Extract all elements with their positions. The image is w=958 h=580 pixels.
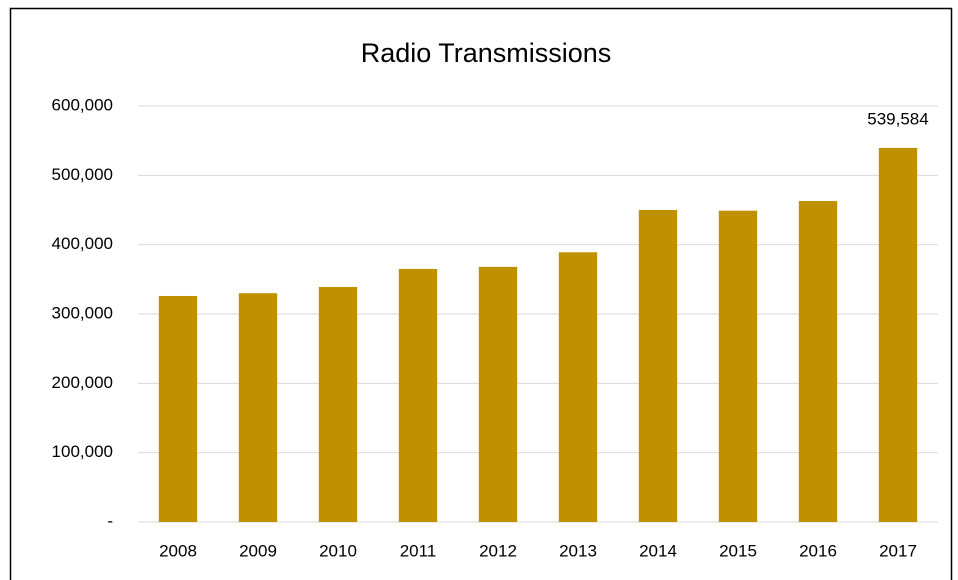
y-tick-label: 300,000 <box>52 303 113 322</box>
bar <box>558 252 598 522</box>
x-tick-label: 2014 <box>639 541 677 560</box>
chart-title: Radio Transmissions <box>361 38 612 68</box>
bar <box>158 295 198 522</box>
y-tick-label: 200,000 <box>52 373 113 392</box>
y-tick-label: 600,000 <box>52 95 113 114</box>
bar <box>878 147 918 522</box>
x-tick-label: 2011 <box>400 541 437 560</box>
y-tick-label: - <box>107 511 113 530</box>
bar <box>398 268 438 522</box>
bar <box>478 266 518 522</box>
x-tick-label: 2012 <box>479 541 517 560</box>
x-tick-label: 2016 <box>799 541 837 560</box>
x-tick-label: 2009 <box>239 541 277 560</box>
x-tick-label: 2017 <box>879 541 917 560</box>
x-tick-label: 2008 <box>159 541 197 560</box>
bar <box>238 293 278 522</box>
y-tick-label: 400,000 <box>52 234 113 253</box>
bar <box>718 210 758 522</box>
bar <box>318 286 358 522</box>
y-tick-label: 100,000 <box>52 442 113 461</box>
x-tick-label: 2010 <box>319 541 357 560</box>
x-tick-label: 2013 <box>559 541 597 560</box>
y-tick-label: 500,000 <box>52 165 113 184</box>
bar <box>798 200 838 522</box>
data-label: 539,584 <box>867 109 928 128</box>
x-tick-label: 2015 <box>719 541 757 560</box>
bar <box>638 210 678 522</box>
